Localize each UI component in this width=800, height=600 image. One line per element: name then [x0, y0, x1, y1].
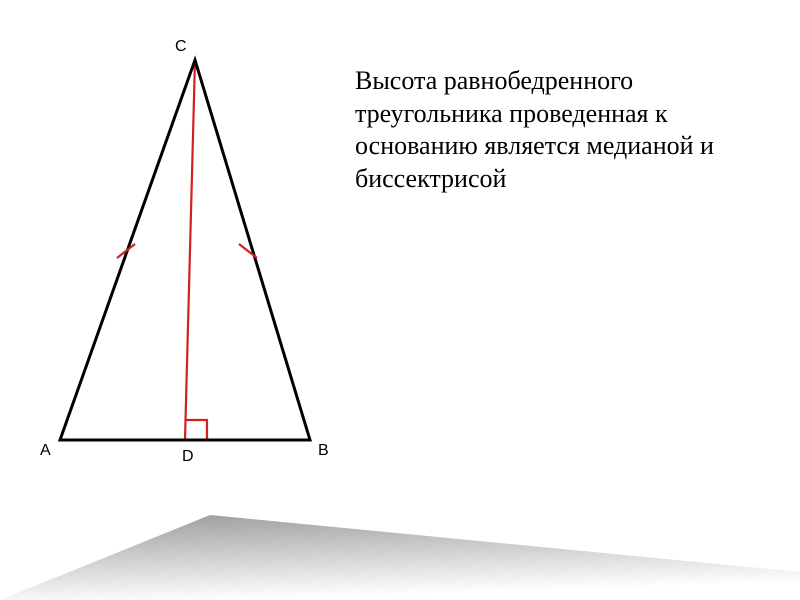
vertex-label-d: D	[182, 448, 194, 466]
triangle-outline	[60, 60, 310, 440]
vertex-label-c: C	[175, 38, 187, 56]
right-angle-marker	[185, 420, 207, 440]
theorem-caption: Высота равнобедренного треугольника пров…	[355, 65, 755, 195]
vertex-label-b: B	[318, 442, 329, 460]
vertex-label-a: A	[40, 442, 51, 460]
slide-canvas: A B C D Высота равнобедренного треугольн…	[0, 0, 800, 600]
triangle-diagram	[30, 40, 330, 470]
altitude-line	[185, 60, 195, 440]
